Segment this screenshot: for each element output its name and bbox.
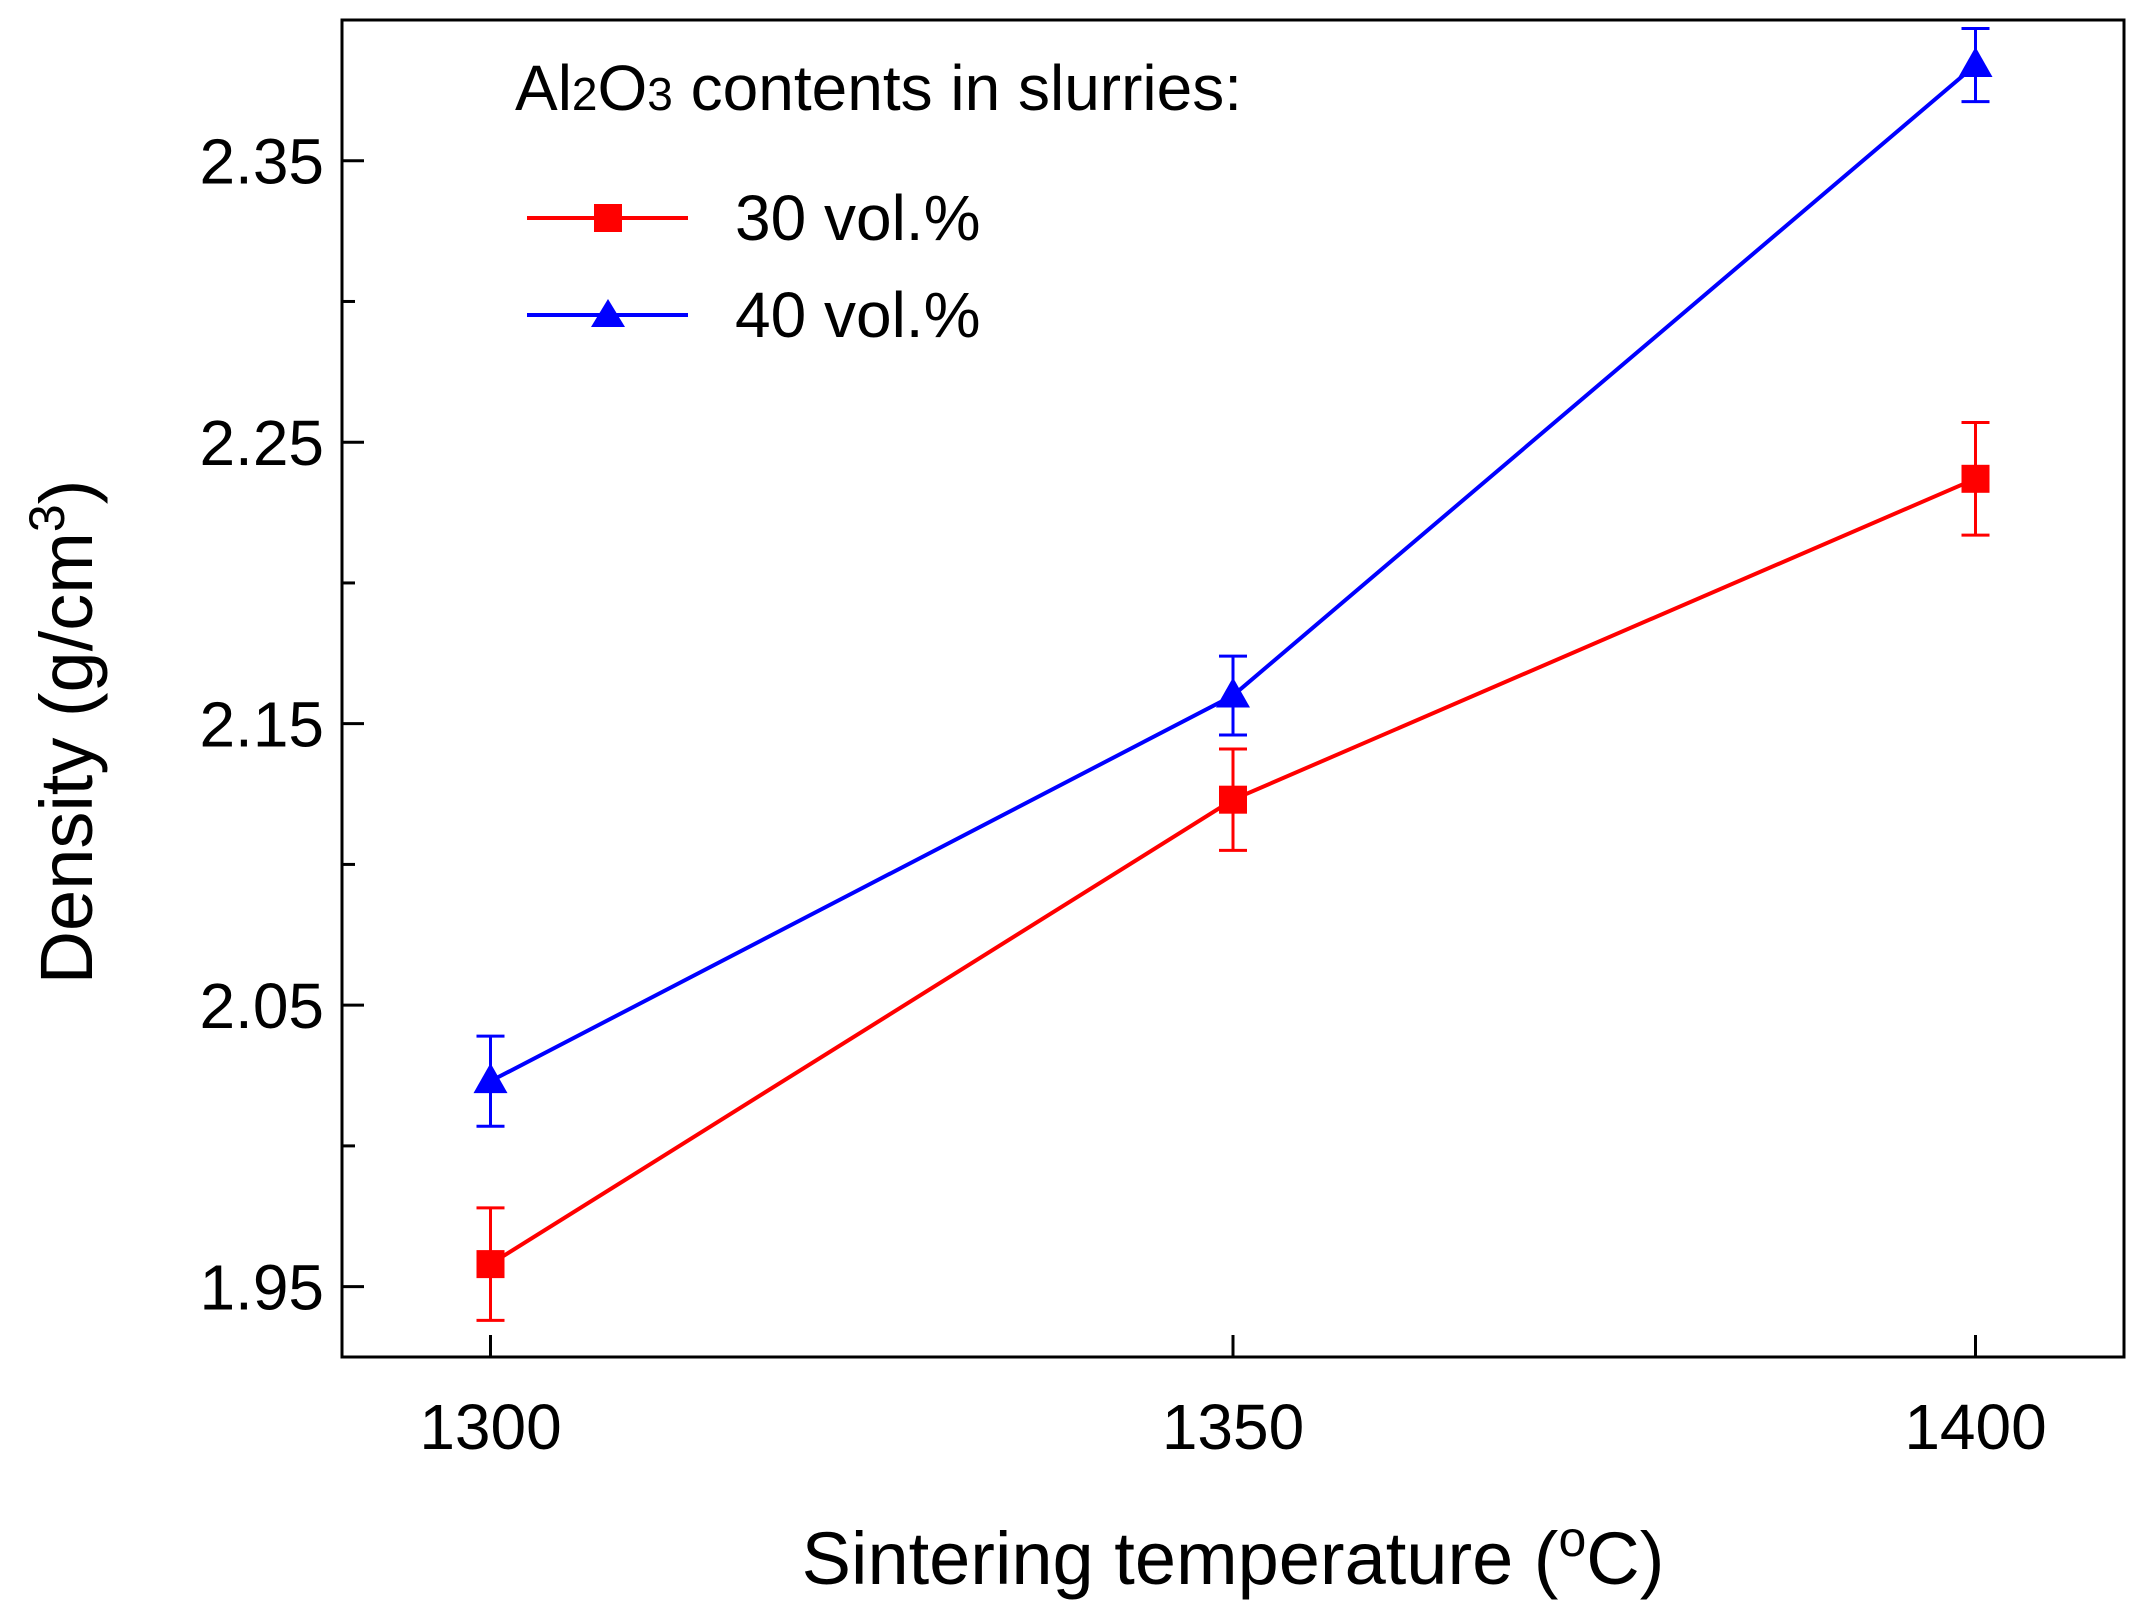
y-tick-label: 2.25 bbox=[199, 407, 324, 479]
x-tick-label: 1300 bbox=[419, 1391, 561, 1463]
series-30-vol bbox=[476, 421, 1990, 1322]
series-40-vol bbox=[473, 26, 1993, 1128]
y-tick-label: 1.95 bbox=[199, 1252, 324, 1324]
x-tick-label: 1350 bbox=[1162, 1391, 1304, 1463]
legend: Al2O3 contents in slurries: 30 vol.% 40 … bbox=[515, 52, 1242, 351]
y-tick-label: 2.15 bbox=[199, 689, 324, 761]
data-point-square bbox=[1219, 785, 1247, 814]
x-axis: 1300 1350 1400 bbox=[419, 1335, 2047, 1463]
y-tick-label: 2.35 bbox=[199, 126, 324, 198]
x-axis-label: Sintering temperature (oC) bbox=[802, 1511, 1665, 1600]
data-point-square bbox=[1961, 464, 1990, 493]
data-point-triangle bbox=[473, 1063, 508, 1094]
y-axis: 1.95 2.05 2.15 2.25 2.35 bbox=[199, 18, 364, 1324]
legend-title: Al2O3 contents in slurries: bbox=[515, 52, 1242, 124]
data-point-triangle bbox=[1958, 47, 1993, 78]
data-point-triangle bbox=[1216, 677, 1250, 708]
legend-label-40: 40 vol.% bbox=[735, 279, 980, 351]
legend-marker-square bbox=[594, 204, 622, 232]
data-point-square bbox=[476, 1250, 505, 1279]
plot-area bbox=[473, 26, 1993, 1322]
legend-marker-triangle bbox=[591, 299, 625, 327]
x-tick-label: 1400 bbox=[1904, 1391, 2046, 1463]
y-axis-label: Density (g/cm3) bbox=[19, 480, 108, 985]
legend-label-30: 30 vol.% bbox=[735, 182, 980, 254]
series-line bbox=[489, 476, 1977, 1266]
y-tick-label: 2.05 bbox=[199, 970, 324, 1042]
